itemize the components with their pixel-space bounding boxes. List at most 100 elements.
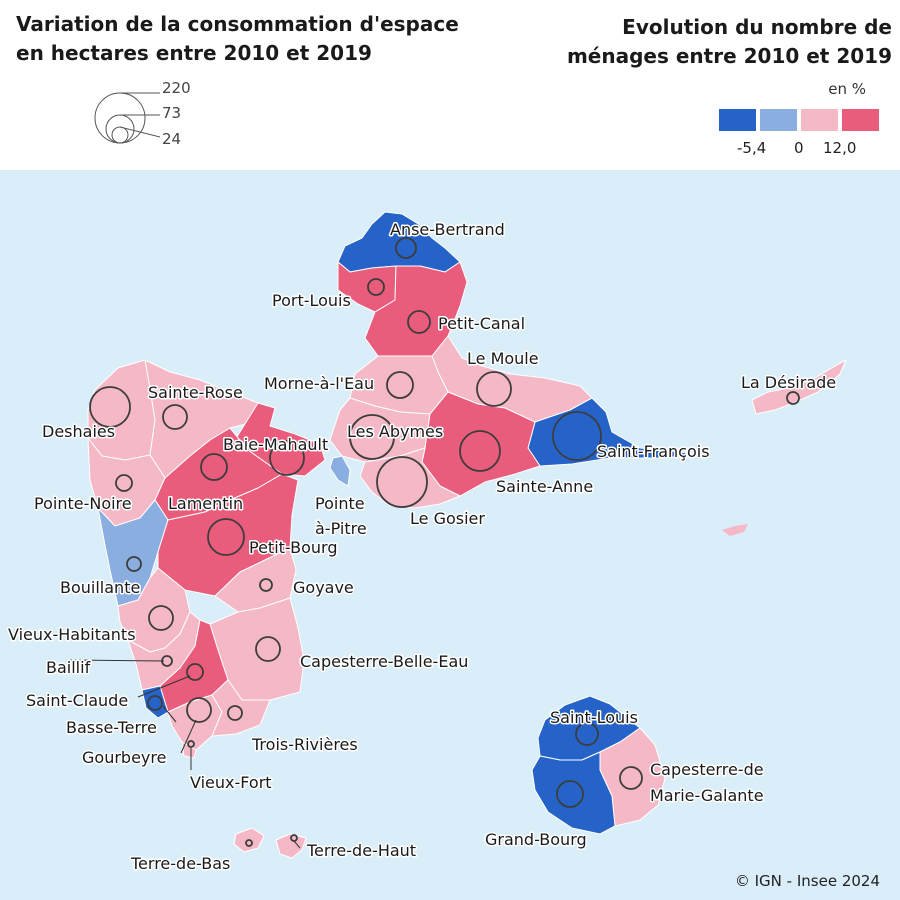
label-baillif: Baillif bbox=[46, 658, 91, 677]
circle-trois-rivieres bbox=[227, 705, 243, 721]
label-pointe-a-pitre-1: Pointe bbox=[315, 494, 365, 513]
label-capesterre-marie-galante-1: Capesterre-de bbox=[650, 760, 764, 779]
commune-pointe-a-pitre[interactable] bbox=[329, 455, 351, 487]
households-title-line2: ménages entre 2010 et 2019 bbox=[566, 44, 892, 68]
circle-le-moule bbox=[476, 371, 512, 407]
circle-lamentin bbox=[200, 453, 228, 481]
size-legend-label: 73 bbox=[162, 104, 182, 122]
label-vieux-habitants: Vieux-Habitants bbox=[8, 625, 136, 644]
label-petit-canal: Petit-Canal bbox=[438, 314, 525, 333]
circle-anse-bertrand bbox=[395, 237, 417, 259]
circle-capesterre-marie-galante bbox=[619, 766, 643, 790]
label-baie-mahault: Baie-Mahault bbox=[223, 435, 328, 454]
circle-petit-canal bbox=[407, 310, 431, 334]
label-saint-louis: Saint-Louis bbox=[550, 708, 638, 727]
size-legend-label: 220 bbox=[162, 79, 191, 97]
petite-terre-islet bbox=[722, 524, 748, 536]
commune-grand-bourg[interactable] bbox=[531, 751, 616, 835]
circle-sainte-rose bbox=[162, 404, 188, 430]
label-trois-rivieres: Trois-Rivières bbox=[251, 735, 358, 754]
map-canvas: Anse-Bertrand Port-Louis Petit-Canal Le … bbox=[7, 211, 847, 875]
size-legend-circle-24 bbox=[111, 126, 129, 144]
label-morne-a-l-eau: Morne-à-l'Eau bbox=[264, 374, 374, 393]
copyright: © IGN - Insee 2024 bbox=[734, 872, 880, 890]
label-saint-claude: Saint-Claude bbox=[26, 691, 128, 710]
consumption-title-line2: en hectares entre 2010 et 2019 bbox=[16, 41, 372, 65]
color-swatch bbox=[719, 109, 756, 131]
label-capesterre-marie-galante-2: Marie-Galante bbox=[650, 786, 764, 805]
circle-petit-bourg bbox=[207, 518, 245, 556]
circle-basse-terre bbox=[147, 695, 163, 711]
commune-basse-terre[interactable] bbox=[141, 685, 169, 719]
color-legend-break: 12,0 bbox=[823, 139, 857, 157]
commune-deshaies[interactable] bbox=[87, 359, 156, 461]
label-la-desirade: La Désirade bbox=[741, 373, 836, 392]
label-le-moule: Le Moule bbox=[467, 349, 539, 368]
size-legend-label: 24 bbox=[162, 130, 182, 148]
label-bouillante: Bouillante bbox=[60, 578, 140, 597]
circle-gourbeyre bbox=[186, 697, 212, 723]
circle-saint-francois bbox=[552, 411, 602, 461]
circle-vieux-habitants bbox=[148, 605, 174, 631]
header: Variation de la consommation d'espace en… bbox=[0, 0, 900, 170]
circle-la-desirade bbox=[786, 391, 800, 405]
label-lamentin: Lamentin bbox=[168, 494, 243, 513]
circle-bouillante bbox=[126, 556, 142, 572]
label-pointe-a-pitre-2: à-Pitre bbox=[315, 519, 367, 538]
circle-les-abymes bbox=[349, 414, 395, 460]
size-legend-circle-220 bbox=[94, 92, 146, 144]
leader-line-saint-claude bbox=[137, 675, 191, 698]
circle-terre-de-bas bbox=[245, 839, 253, 847]
circle-pointe-noire bbox=[115, 474, 133, 492]
commune-la-desirade[interactable] bbox=[751, 359, 847, 415]
leader-line-terre-de-haut bbox=[293, 840, 301, 849]
leader-line-baillif bbox=[69, 659, 165, 662]
consumption-title-line1: Variation de la consommation d'espace bbox=[16, 12, 459, 36]
color-legend-unit: en % bbox=[828, 80, 866, 98]
circle-morne-a-l-eau bbox=[386, 371, 414, 399]
circle-port-louis bbox=[367, 278, 385, 296]
circle-saint-louis bbox=[575, 722, 599, 746]
circle-sainte-anne bbox=[459, 430, 501, 472]
color-legend-break: -5,4 bbox=[737, 139, 767, 157]
circle-grand-bourg bbox=[556, 780, 584, 808]
households-title: Evolution du nombre de ménages entre 201… bbox=[567, 13, 892, 71]
label-le-gosier: Le Gosier bbox=[410, 509, 485, 528]
label-vieux-fort: Vieux-Fort bbox=[190, 773, 272, 792]
label-anse-bertrand: Anse-Bertrand bbox=[390, 220, 505, 239]
leader-line-basse-terre bbox=[162, 705, 177, 723]
size-legend-leader bbox=[119, 126, 161, 138]
color-swatch bbox=[842, 109, 879, 131]
label-terre-de-bas: Terre-de-Bas bbox=[130, 854, 230, 873]
label-capesterre-belle-eau: Capesterre-Belle-Eau bbox=[300, 652, 468, 671]
label-pointe-noire: Pointe-Noire bbox=[34, 494, 132, 513]
label-les-abymes: Les Abymes bbox=[347, 422, 443, 441]
map: Anse-Bertrand Port-Louis Petit-Canal Le … bbox=[0, 170, 900, 900]
consumption-title: Variation de la consommation d'espace en… bbox=[16, 10, 459, 68]
label-port-louis: Port-Louis bbox=[272, 291, 351, 310]
color-swatch bbox=[801, 109, 838, 131]
label-basse-terre: Basse-Terre bbox=[66, 718, 157, 737]
label-goyave: Goyave bbox=[293, 578, 354, 597]
label-sainte-rose: Sainte-Rose bbox=[148, 383, 243, 402]
circle-vieux-fort bbox=[187, 740, 195, 748]
households-title-line1: Evolution du nombre de bbox=[622, 15, 892, 39]
color-swatch bbox=[760, 109, 797, 131]
label-terre-de-haut: Terre-de-Haut bbox=[306, 841, 416, 860]
color-legend-break: 0 bbox=[794, 139, 804, 157]
circle-goyave bbox=[259, 578, 273, 592]
circle-baie-mahault bbox=[269, 440, 305, 476]
circle-saint-claude bbox=[186, 663, 204, 681]
commune-terre-de-haut[interactable] bbox=[275, 833, 307, 859]
commune-bouillante[interactable] bbox=[97, 499, 169, 607]
circle-le-gosier bbox=[376, 456, 428, 508]
size-legend-circles bbox=[94, 92, 161, 144]
label-petit-bourg: Petit-Bourg bbox=[249, 538, 337, 557]
label-saint-francois: Saint-François bbox=[597, 442, 710, 461]
circle-capesterre-belle-eau bbox=[255, 636, 281, 662]
label-grand-bourg: Grand-Bourg bbox=[485, 830, 587, 849]
label-sainte-anne: Sainte-Anne bbox=[496, 477, 593, 496]
circle-deshaies bbox=[89, 386, 131, 428]
commune-saint-francois[interactable] bbox=[527, 397, 701, 467]
label-deshaies: Deshaies bbox=[42, 422, 115, 441]
